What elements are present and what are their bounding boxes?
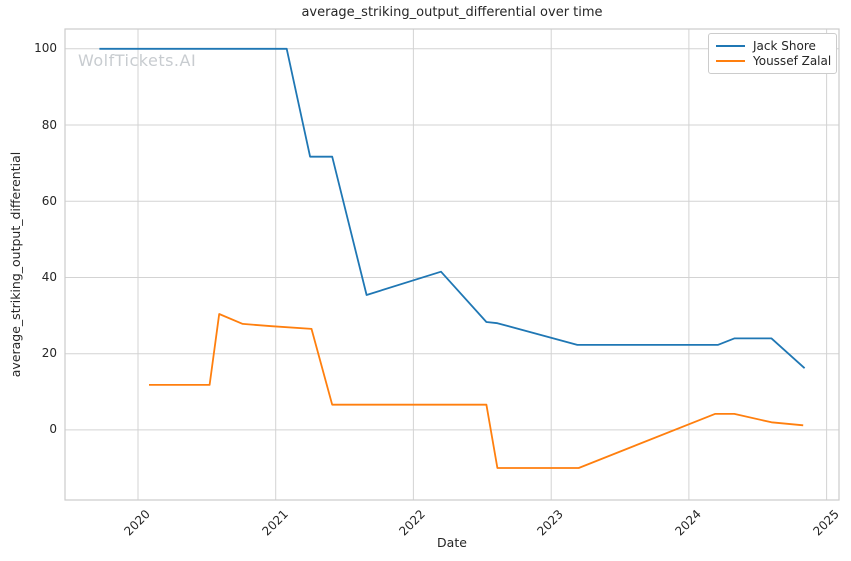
axes-border	[64, 28, 840, 501]
youssef-zalal-line-swatch-icon	[716, 60, 745, 63]
legend-label: Jack Shore	[753, 38, 816, 53]
y-tick-label: 0	[49, 422, 57, 437]
legend-item-jack-shore: Jack Shore	[716, 38, 828, 54]
chart-title: average_striking_output_differential ove…	[301, 5, 603, 20]
series-line-jack-shore	[99, 47, 806, 369]
y-tick-label: 40	[41, 269, 57, 284]
y-tick-label: 80	[41, 117, 57, 132]
series-line-youssef-zalal	[149, 313, 804, 469]
jack-shore-line-swatch-icon	[716, 44, 745, 47]
watermark: WolfTickets.AI	[78, 51, 197, 70]
y-tick-label: 100	[34, 41, 57, 56]
legend-label: Youssef Zalal	[753, 54, 832, 69]
y-axis-label: average_striking_output_differential	[8, 151, 23, 378]
y-tick-label: 20	[41, 346, 57, 361]
x-axis-label: Date	[437, 535, 467, 550]
y-tick-label: 60	[41, 193, 57, 208]
legend-item-youssef-zalal: Youssef Zalal	[716, 54, 832, 70]
legend: Jack Shore Youssef Zalal	[708, 33, 837, 74]
